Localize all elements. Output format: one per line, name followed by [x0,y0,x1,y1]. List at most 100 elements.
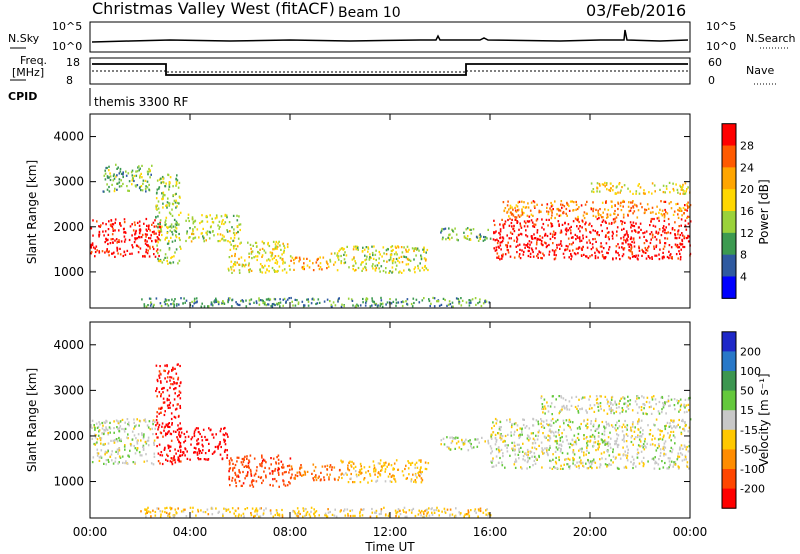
range-gate-cell [230,266,232,269]
range-gate-cell [211,513,214,516]
range-gate-cell [515,460,518,463]
range-gate-cell [549,428,551,431]
range-gate-cell [647,207,650,210]
range-gate-cell [596,190,598,193]
range-gate-cell [430,302,432,305]
range-gate-cell [495,249,498,252]
range-gate-cell [669,434,671,437]
scatter-region [440,227,492,242]
range-gate-cell [202,449,204,452]
range-gate-cell [564,249,566,252]
range-gate-cell [95,434,97,437]
range-gate-cell [90,250,93,254]
range-gate-cell [111,233,114,236]
range-gate-cell [580,397,583,400]
range-gate-cell [315,476,317,479]
range-gate-cell [145,248,148,251]
range-gate-cell [232,467,234,470]
range-gate-cell [492,421,494,424]
range-gate-cell [651,443,654,446]
range-gate-cell [276,456,278,459]
range-gate-cell [516,428,518,432]
range-gate-cell [620,397,622,400]
range-gate-cell [555,398,557,401]
range-gate-cell [448,227,450,230]
range-gate-cell [555,435,557,438]
range-gate-cell [395,268,397,271]
range-gate-cell [245,474,248,478]
range-gate-cell [560,203,562,206]
range-gate-cell [104,230,107,233]
range-gate-cell [107,431,109,435]
range-gate-cell [178,213,180,217]
range-gate-cell [565,212,567,215]
range-gate-cell [625,410,627,413]
freq-label-line1: Freq. [20,54,47,67]
range-gate-cell [681,214,683,217]
range-gate-cell [227,267,230,270]
range-gate-cell [166,201,169,204]
range-gate-cell [629,249,631,253]
range-gate-cell [602,211,604,214]
range-gate-cell [535,419,538,422]
range-gate-cell [620,237,622,240]
range-gate-cell [238,303,241,307]
range-gate-cell [472,446,475,449]
range-gate-cell [605,242,608,245]
range-gate-cell [98,250,100,253]
power-panel-frame [89,113,691,309]
range-gate-cell [374,473,376,476]
range-gate-cell [247,241,249,244]
range-gate-cell [236,475,238,478]
range-gate-cell [365,301,367,304]
range-gate-cell [282,304,284,307]
range-gate-cell [468,301,471,304]
range-gate-cell [243,458,245,461]
range-gate-cell [178,433,180,436]
range-gate-cell [95,245,98,248]
range-gate-cell [135,437,137,440]
range-gate-cell [391,260,394,263]
range-gate-cell [654,456,656,459]
range-gate-cell [359,304,362,307]
range-gate-cell [490,437,493,440]
range-gate-cell [296,471,299,474]
range-gate-cell [536,229,539,232]
range-gate-cell [561,405,563,408]
range-gate-cell [257,475,260,478]
range-gate-cell [532,250,534,254]
range-gate-cell [668,250,670,253]
range-gate-cell [375,468,377,471]
range-gate-cell [680,209,683,212]
range-gate-cell [365,269,368,272]
range-gate-cell [590,248,593,251]
range-gate-cell [568,446,571,449]
range-gate-cell [499,436,501,439]
y-tick-label: 4000 [53,338,84,352]
range-gate-cell [195,447,197,450]
range-gate-cell [398,271,400,274]
range-gate-cell [424,509,426,513]
range-gate-cell [678,206,681,210]
range-gate-cell [154,420,156,423]
range-gate-cell [105,426,107,429]
range-gate-cell [540,395,543,398]
range-gate-cell [433,511,436,514]
range-gate-cell [530,432,533,435]
range-gate-cell [578,425,581,429]
range-gate-cell [587,459,589,462]
range-gate-cell [684,208,686,211]
range-gate-cell [118,436,120,440]
range-gate-cell [344,261,347,264]
range-gate-cell [587,256,590,260]
range-gate-cell [518,215,521,218]
range-gate-cell [590,460,592,463]
range-gate-cell [677,402,679,405]
range-gate-cell [112,439,115,442]
range-gate-cell [147,506,149,509]
range-gate-cell [676,237,678,240]
range-gate-cell [105,239,108,242]
range-gate-cell [490,452,492,455]
range-gate-cell [155,204,158,207]
